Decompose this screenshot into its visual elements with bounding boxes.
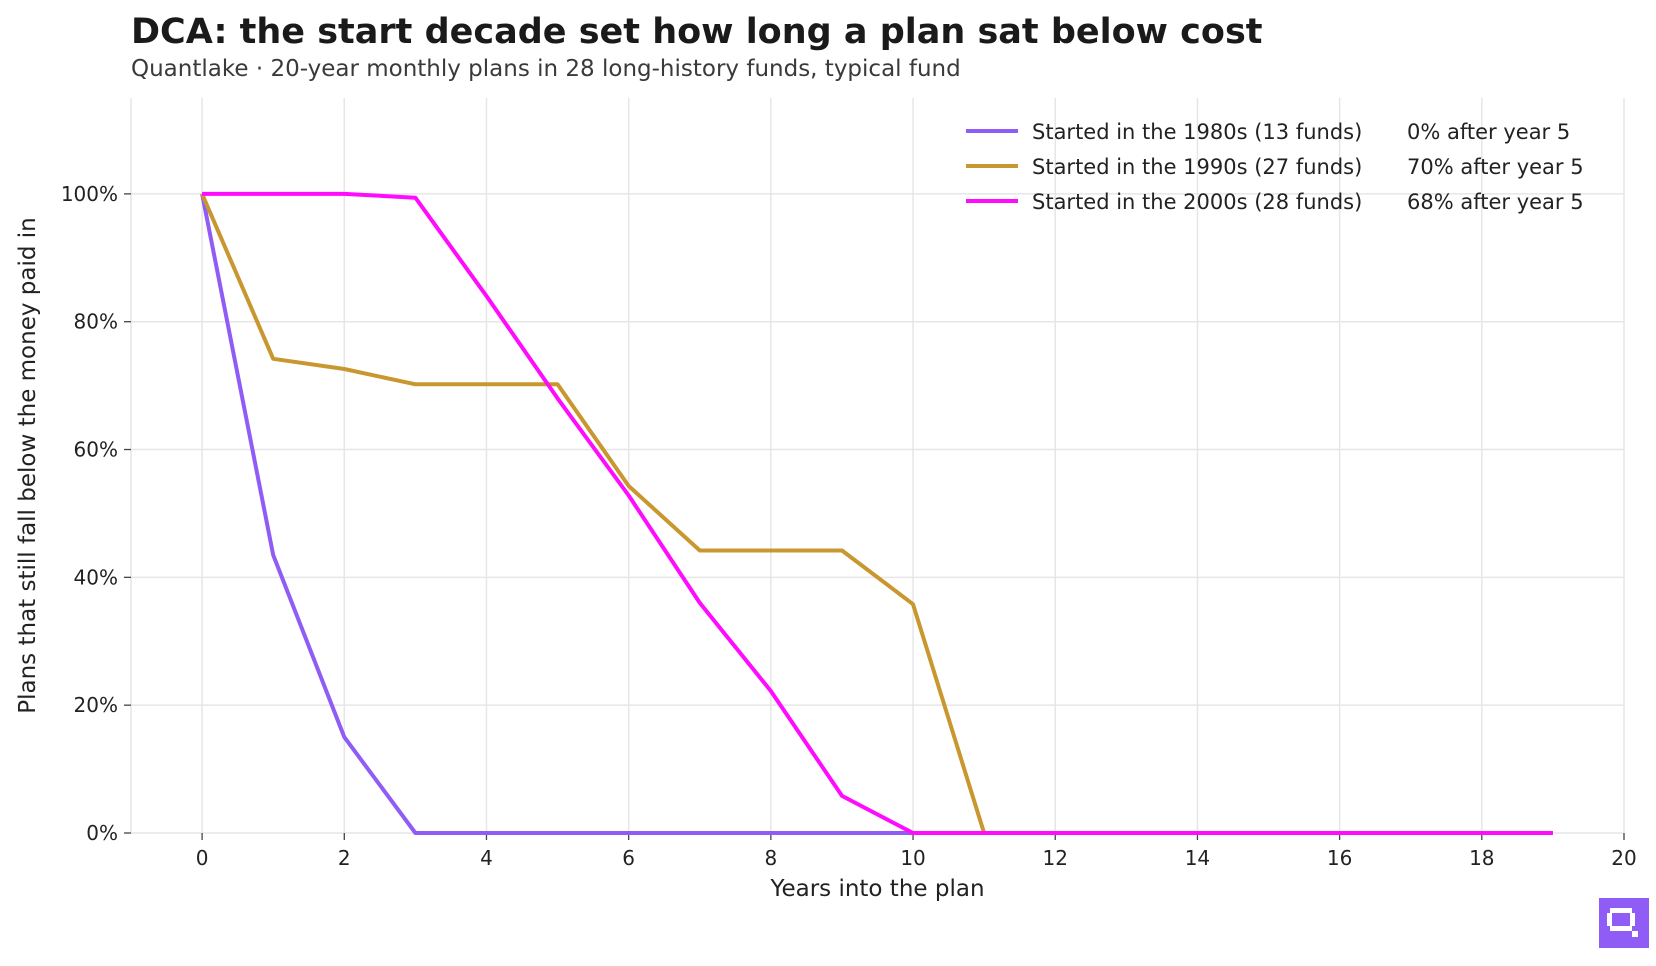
x-tick-label: 12 [1043,846,1068,870]
x-tick-label: 10 [900,846,925,870]
quantlake-logo-icon [1599,898,1649,948]
chart-title: DCA: the start decade set how long a pla… [131,12,1263,52]
x-tick-label: 6 [622,846,635,870]
series-lines [200,191,1553,835]
legend-label: Started in the 2000s (28 funds) [1032,190,1362,214]
x-tick-label: 20 [1611,846,1636,870]
y-tick-label: 100% [61,182,118,206]
legend-label: Started in the 1980s (13 funds) [1032,120,1362,144]
x-tick-label: 16 [1327,846,1352,870]
x-axis-title: Years into the plan [769,876,984,902]
grid-lines [130,98,1625,834]
x-tick-label: 14 [1185,846,1210,870]
chart-subtitle: Quantlake · 20-year monthly plans in 28 … [131,56,961,82]
axes: 0 2 4 6 8 10 12 14 16 18 20 0% 20% 40% 60% 80% 100% [61,182,1637,870]
legend-note: 68% after year 5 [1407,190,1584,214]
series-line [200,193,1553,835]
y-tick-label: 20% [74,693,118,717]
x-tick-label: 0 [196,846,209,870]
x-tick-label: 4 [480,846,493,870]
x-tick-label: 2 [338,846,351,870]
legend-label: Started in the 1990s (27 funds) [1032,155,1362,179]
x-tick-label: 18 [1469,846,1494,870]
series-line [202,191,1553,835]
y-tick-label: 60% [74,438,118,462]
legend: Started in the 1980s (13 funds) 0% after … [966,120,1584,214]
y-axis-title: Plans that still fall below the money pa… [15,217,41,714]
y-tick-label: 40% [74,565,118,589]
y-tick-label: 80% [74,310,118,334]
x-tick-label: 8 [764,846,777,870]
legend-note: 0% after year 5 [1407,120,1570,144]
legend-note: 70% after year 5 [1407,155,1584,179]
y-tick-label: 0% [86,821,118,845]
series-line [200,193,1553,835]
